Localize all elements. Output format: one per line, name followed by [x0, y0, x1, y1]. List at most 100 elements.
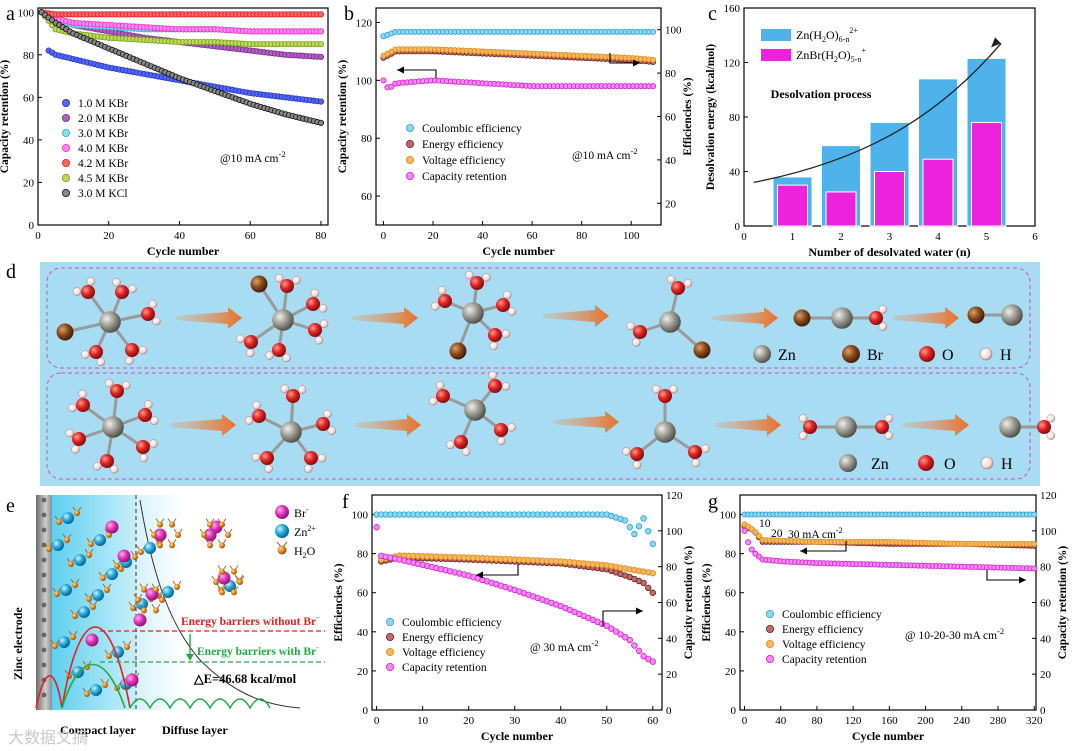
y2-tick-label: 20	[666, 669, 678, 681]
legend-zn-label: Zn	[871, 456, 889, 473]
br-ion	[203, 528, 217, 542]
legend-marker	[385, 663, 394, 672]
br-ion	[85, 633, 99, 647]
arrowhead	[636, 607, 643, 615]
h-atom	[122, 380, 131, 390]
h-atom	[264, 464, 273, 474]
process-arrow	[553, 411, 619, 433]
x-tick-label: 1	[790, 231, 796, 243]
zn-ion	[70, 600, 98, 619]
axis-indicator-arrow	[609, 53, 640, 64]
data-point	[612, 628, 620, 635]
zn-atom	[999, 416, 1021, 438]
y2-tick-label: 100	[665, 25, 682, 37]
o-atom	[244, 335, 258, 349]
h-atom	[152, 316, 161, 326]
data-point	[650, 28, 657, 35]
data-point	[621, 634, 629, 641]
process-arrow	[712, 307, 778, 329]
legend-marker	[385, 648, 394, 657]
h-atom	[496, 436, 506, 446]
surface-site	[41, 662, 47, 668]
o-atom	[470, 276, 484, 290]
diffuse-layer-label: Diffuse layer	[162, 723, 228, 737]
legend-marker	[766, 640, 775, 649]
br-atom-icon	[842, 345, 860, 363]
y2-axis-label: Capacity retention (%)	[1057, 546, 1069, 660]
data-point	[621, 517, 629, 524]
y-tick-label: 60	[357, 588, 369, 600]
x-tick-label: 0	[35, 230, 41, 242]
h-atom	[878, 305, 888, 314]
zn-atom	[272, 309, 294, 331]
h-atom	[65, 428, 74, 438]
o-atom	[286, 389, 300, 403]
legend-marker	[766, 655, 775, 664]
data-point	[1031, 565, 1038, 572]
h-atom	[244, 416, 254, 425]
h-atom	[437, 286, 447, 295]
legend-entry: Zn(H2O)6-n2+	[796, 26, 858, 44]
panel-g-chart: g0 40 80 120 160 200 240 280 3200204060801000204…	[701, 490, 1069, 743]
o-atom	[308, 323, 322, 337]
data-point	[626, 636, 633, 644]
o-atom	[280, 279, 294, 293]
surface-site	[41, 617, 47, 623]
br-atom	[793, 309, 811, 327]
molecule-zn-h2o6	[65, 379, 159, 474]
ion-particles	[44, 506, 245, 697]
surface-site	[41, 527, 47, 533]
plot-frame	[739, 494, 1037, 711]
o-atom	[81, 285, 95, 299]
h2o-icon	[276, 541, 288, 555]
y2-tick-label: 100	[666, 526, 683, 538]
legend-h-label: H	[1001, 456, 1013, 473]
h-atom-icon	[979, 347, 993, 361]
br-ion	[153, 528, 167, 542]
data-point	[649, 540, 656, 548]
h-atom	[78, 389, 87, 399]
y2-tick-label: 100	[1040, 526, 1057, 538]
surface-site	[41, 602, 47, 608]
h-atom	[252, 400, 261, 410]
y2-tick-label: 0	[666, 705, 672, 717]
x-tick-label: 40	[555, 715, 567, 727]
x-tick-label: 40	[477, 230, 489, 242]
y-tick-label: 100	[352, 510, 369, 522]
h-atom	[236, 334, 245, 344]
br-atom	[449, 342, 467, 360]
o-atom	[72, 432, 86, 446]
x-tick-label: 20	[463, 715, 475, 727]
x-tick-label: 160	[881, 715, 898, 727]
br-ion	[125, 673, 139, 687]
h-atom	[72, 287, 82, 296]
h-atom	[884, 414, 894, 423]
y-tick-label: 80	[361, 133, 373, 145]
data-point	[644, 584, 652, 592]
molecule-znbr-h2o1	[793, 305, 888, 331]
x-axis-label: Cycle number	[147, 244, 220, 258]
x-tick-label: 0	[741, 231, 747, 243]
surface-site	[41, 632, 47, 638]
h-atom	[446, 440, 455, 450]
molecule-zn-h2o2	[798, 414, 894, 440]
y-tick-label: 100	[356, 75, 373, 87]
o-atom	[125, 343, 139, 357]
series-capacity-retention	[373, 524, 656, 665]
arrowhead	[476, 571, 483, 579]
series-voltage-efficiency	[741, 521, 1038, 547]
surface-site	[41, 557, 47, 563]
panel-f-letter: f	[342, 491, 349, 513]
axis-indicator-arrow	[397, 69, 437, 78]
y2-tick-label: 40	[1040, 633, 1052, 645]
bar-znbr-h2o	[777, 184, 808, 227]
y-tick-label: 40	[729, 167, 741, 179]
plot-frame	[375, 7, 662, 226]
data-point	[752, 529, 759, 536]
y-tick-label: 120	[724, 58, 741, 70]
legend-marker	[62, 188, 71, 197]
o-atom	[110, 384, 124, 398]
y-axis-label: Desolvation energy (kcal/mol)	[705, 44, 717, 190]
o-atom	[658, 389, 672, 403]
legend-marker	[62, 114, 71, 123]
